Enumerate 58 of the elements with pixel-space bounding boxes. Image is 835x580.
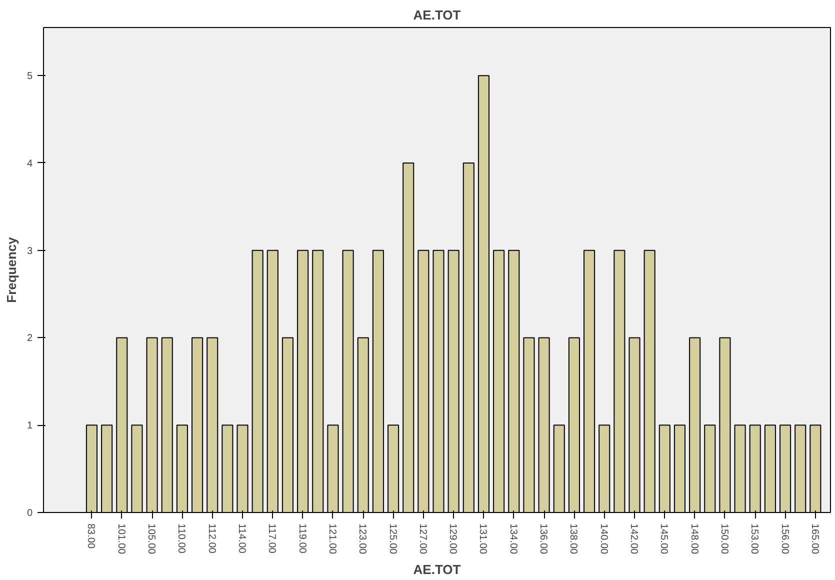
x-tick-label: 112.00 <box>206 524 217 554</box>
x-tick-label: 101.00 <box>115 524 126 555</box>
x-tick-label: 153.00 <box>748 524 760 555</box>
x-tick-label: 136.00 <box>538 524 549 555</box>
y-tick-label: 2 <box>26 333 33 344</box>
x-tick-label: 121.00 <box>326 524 338 555</box>
x-tick-label: 138.00 <box>568 524 579 555</box>
x-tick-label: 140.00 <box>598 524 609 555</box>
x-tick-label: 134.00 <box>507 524 518 555</box>
bar <box>523 337 535 512</box>
bar <box>704 424 716 512</box>
bar <box>131 424 143 512</box>
bar <box>252 250 264 512</box>
bar <box>614 250 626 512</box>
y-axis-title: Frequency <box>4 236 19 303</box>
x-tick-label: 129.00 <box>447 524 458 555</box>
x-tick-label: 142.00 <box>628 524 640 555</box>
bar <box>101 424 113 512</box>
bar <box>462 162 474 512</box>
x-tick-label: 119.00 <box>296 524 308 554</box>
bar <box>282 337 294 512</box>
x-tick-label: 114.00 <box>236 524 248 554</box>
x-tick-label: 148.00 <box>688 524 700 555</box>
y-tick-label: 4 <box>26 158 33 170</box>
bar <box>794 424 806 512</box>
x-tick-label: 105.00 <box>146 524 157 555</box>
y-tick-label: 0 <box>26 508 33 519</box>
x-axis-title: AE.TOT <box>413 562 461 578</box>
chart-title: AE.TOT <box>413 8 461 22</box>
bar <box>312 250 324 512</box>
x-tick-label: 145.00 <box>658 524 670 555</box>
bar <box>402 162 414 512</box>
bar <box>222 424 234 512</box>
bar <box>734 424 746 512</box>
bar <box>674 424 686 512</box>
y-tick-label: 3 <box>26 246 33 257</box>
bar <box>432 250 444 512</box>
bar <box>553 424 565 512</box>
x-tick-label: 117.00 <box>266 524 278 554</box>
x-tick-label: 125.00 <box>386 524 398 555</box>
bar <box>372 250 384 512</box>
bar <box>764 424 776 512</box>
x-tick-label: 150.00 <box>718 524 730 555</box>
x-tick-label: 127.00 <box>416 524 428 555</box>
bar <box>583 250 596 512</box>
x-tick-label: 110.00 <box>176 524 187 554</box>
x-tick-label: 156.00 <box>778 524 790 555</box>
y-tick-label: 1 <box>26 420 33 432</box>
y-tick-label: 5 <box>26 71 33 82</box>
x-tick-label: 83.00 <box>85 524 96 549</box>
x-tick-label: 165.00 <box>808 524 820 555</box>
x-tick-label: 131.00 <box>477 524 488 555</box>
bar <box>161 337 173 512</box>
bar <box>342 250 354 512</box>
bar <box>192 337 204 512</box>
x-tick-label: 123.00 <box>356 524 368 555</box>
bar <box>644 250 656 512</box>
bar <box>493 250 505 512</box>
